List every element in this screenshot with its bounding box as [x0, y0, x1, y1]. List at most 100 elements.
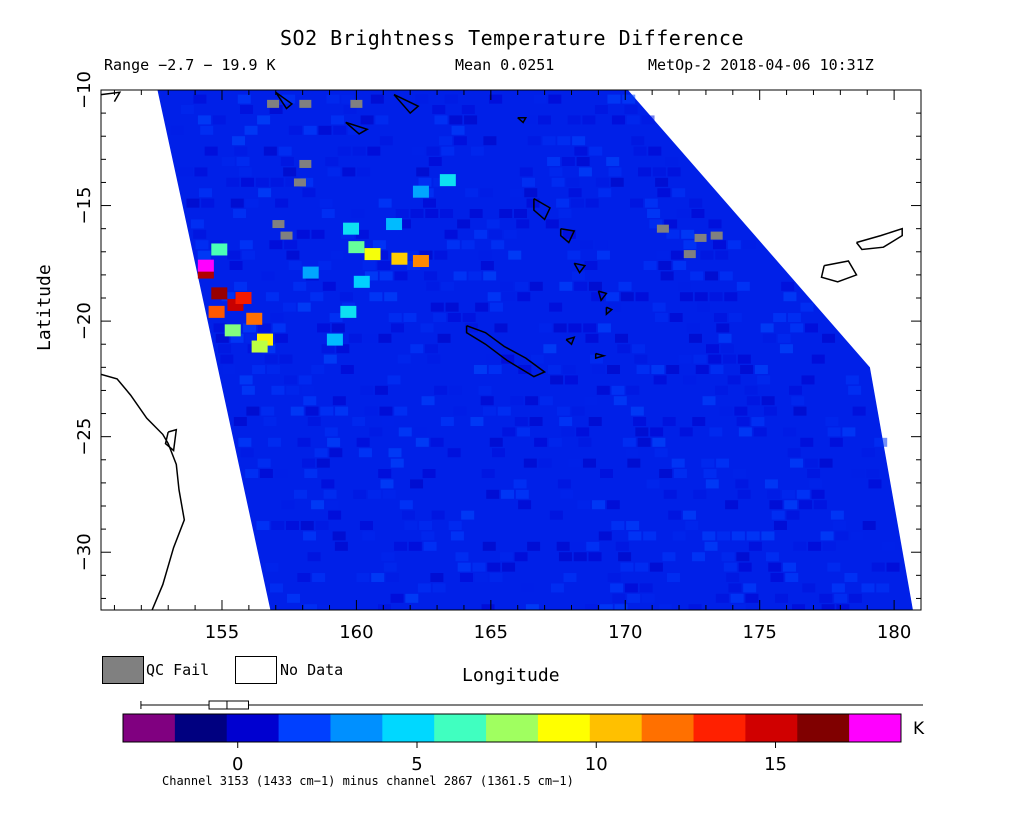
swath-pixel	[179, 167, 193, 177]
swath-pixel	[723, 562, 737, 572]
swath-pixel	[470, 146, 484, 156]
swath-pixel	[551, 177, 565, 187]
colorbar: 0 5 10 15	[122, 700, 923, 775]
swath-pixel	[245, 333, 259, 343]
swath-pixel	[518, 500, 532, 510]
swath-pixel	[304, 469, 318, 479]
swath-pixel	[297, 573, 311, 583]
swath-pixel	[626, 385, 640, 395]
swath-pixel	[353, 489, 367, 499]
swath-pixel	[241, 177, 255, 187]
swath-pixel	[715, 385, 729, 395]
swath-pixel	[370, 94, 384, 104]
swath-pixel	[669, 313, 683, 323]
swath-pixel	[746, 531, 760, 541]
swath-pixel	[304, 604, 318, 610]
swath-pixel	[668, 510, 682, 520]
swath-pixel	[787, 448, 801, 458]
swath-pixel	[768, 562, 782, 572]
swath-pixel	[461, 240, 475, 250]
swath-pixel	[472, 562, 486, 572]
swath-pixel	[779, 344, 793, 354]
swath-pixel	[261, 271, 275, 281]
swath-pixel	[437, 198, 451, 208]
swath-pixel	[701, 458, 715, 468]
swath-pixel	[721, 552, 735, 562]
swath-pixel	[634, 354, 648, 364]
swath-pixel	[502, 292, 516, 302]
colorbar-segment	[797, 714, 850, 742]
swath-pixel	[265, 562, 279, 572]
colorbar-segment	[486, 714, 539, 742]
swath-pixel	[384, 292, 398, 302]
swath-pixel	[633, 417, 647, 427]
swath-pixel	[769, 500, 783, 510]
swath-pixel	[448, 385, 462, 395]
swath-pixel	[525, 604, 539, 610]
swath-pixel	[197, 250, 211, 260]
swath-pixel	[606, 157, 620, 167]
swath-pixel	[298, 375, 312, 385]
swath-pixel	[303, 396, 317, 406]
swath-pixel	[702, 531, 716, 541]
swath-pixel	[571, 406, 585, 416]
swath-pixel	[242, 250, 256, 260]
swath-pixel	[229, 261, 243, 271]
swath-pixel	[757, 375, 771, 385]
x-tick-label: 155	[205, 622, 239, 643]
loyalty-islands-1	[565, 336, 576, 346]
swath-pixel	[363, 333, 377, 343]
swath-pixel	[514, 552, 528, 562]
plume-pixel	[251, 340, 268, 353]
swath-pixel	[330, 250, 344, 260]
swath-pixel	[332, 531, 346, 541]
swath-pixel	[594, 105, 608, 115]
swath-pixel	[243, 323, 257, 333]
swath-pixel	[411, 146, 425, 156]
swath-pixel	[560, 489, 574, 499]
swath-pixel	[221, 292, 235, 302]
swath-pixel	[508, 250, 522, 260]
swath-pixel	[567, 250, 581, 260]
swath-pixel	[375, 115, 389, 125]
swath-pixel	[607, 94, 621, 104]
swath-pixel	[482, 406, 496, 416]
vanuatu-3	[573, 262, 587, 274]
swath-pixel	[666, 573, 680, 583]
swath-pixel	[301, 385, 315, 395]
swath-pixel	[738, 562, 752, 572]
swath-pixel	[419, 521, 433, 531]
swath-pixel	[330, 385, 344, 395]
swath-pixel	[753, 427, 767, 437]
swath-pixel	[708, 354, 722, 364]
swath-pixel	[738, 427, 752, 437]
swath-pixel	[630, 406, 644, 416]
swath-pixel	[571, 271, 585, 281]
swath-pixel	[715, 250, 729, 260]
swath-pixel	[380, 479, 394, 489]
swath-pixel	[331, 323, 345, 333]
swath-pixel	[513, 209, 527, 219]
swath-pixel	[279, 354, 293, 364]
plume-pixel	[326, 333, 343, 346]
swath-pixel	[437, 333, 451, 343]
solomon-2	[275, 91, 294, 110]
swath-pixel	[356, 573, 370, 583]
swath-pixel	[257, 115, 271, 125]
swath-pixel	[241, 385, 255, 395]
swath-pixel	[231, 271, 245, 281]
swath-pixel	[457, 219, 471, 229]
swath-pixel	[434, 385, 448, 395]
swath-pixel	[303, 125, 317, 135]
swath-pixel	[790, 323, 804, 333]
swath-pixel	[617, 344, 631, 354]
swath-pixel	[444, 94, 458, 104]
australia-coast-north	[101, 91, 122, 102]
swath-pixel	[469, 209, 483, 219]
colorbar-frame	[122, 713, 902, 743]
swath-pixel	[648, 146, 662, 156]
swath-pixel	[390, 458, 404, 468]
swath-pixel	[625, 448, 639, 458]
swath-pixel	[742, 240, 756, 250]
swath-pixel	[719, 406, 733, 416]
